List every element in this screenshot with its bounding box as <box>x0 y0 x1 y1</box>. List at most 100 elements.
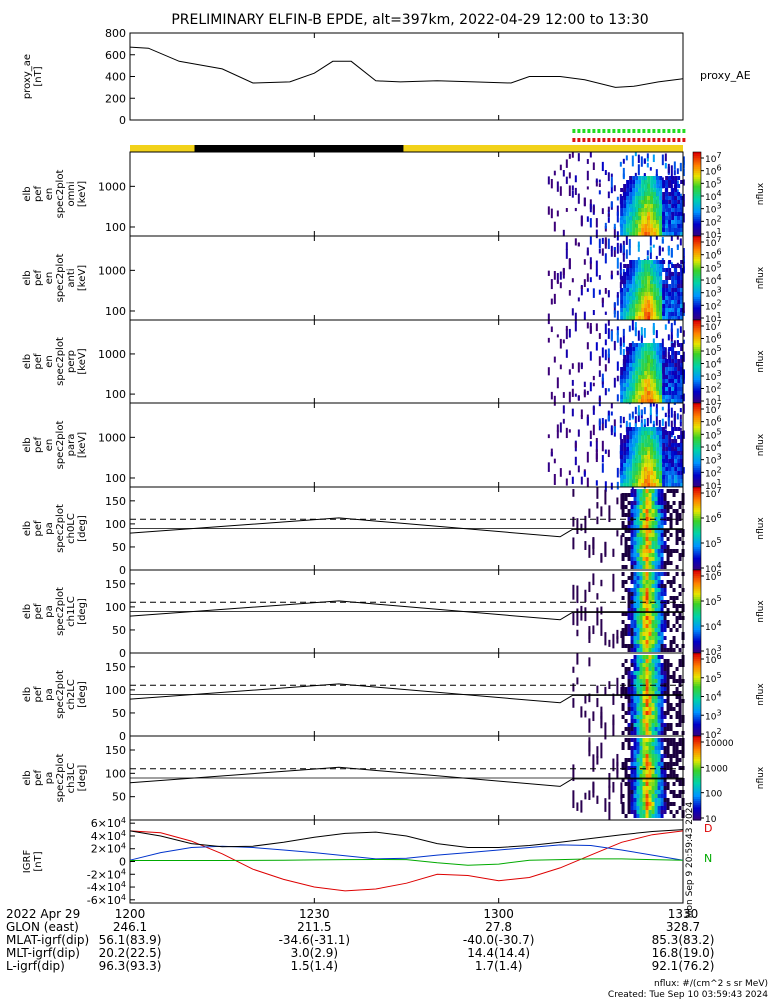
pa_ch1-cell <box>584 589 587 602</box>
spec_omni-cell <box>635 220 639 224</box>
spec_anti-cell <box>632 284 636 288</box>
colorbar-1-tick-label-6: 101 <box>705 311 722 325</box>
colorbar-1-step <box>693 290 701 294</box>
pa_ch2-cell <box>645 707 649 711</box>
pa_ch3-cell <box>633 810 637 814</box>
pa_ch2-cell <box>630 707 634 711</box>
spec_para-cell <box>635 427 639 431</box>
spec_perp-cell <box>592 375 595 381</box>
pa_ch0-cell <box>663 513 667 517</box>
spec_omni-cell <box>632 196 636 200</box>
eph-row-label-2: MLT-igrf(dip) <box>6 946 80 960</box>
pa_ch2-cell <box>666 707 670 711</box>
spec_anti-cell <box>665 312 669 316</box>
pa_ch1-cell <box>663 644 667 648</box>
spec_perp-cell <box>623 399 627 403</box>
pa_ch2-cell <box>624 695 628 699</box>
spec_anti-cell <box>644 268 648 272</box>
pa_ch0-cell <box>630 509 634 513</box>
spec_para-cell <box>665 455 669 459</box>
spec_omni-cell <box>674 208 678 212</box>
colorbar-6-tick-label-4: 102 <box>705 727 722 741</box>
pa_ch1-cell <box>624 628 628 632</box>
pa_ch1-cell <box>654 624 658 628</box>
spec_para-cell <box>665 471 669 475</box>
spec_perp-cell <box>607 320 610 326</box>
pa_ch2-cell <box>660 663 664 667</box>
pa_ch1-cell <box>636 612 640 616</box>
spec_anti-cell <box>656 308 660 312</box>
spec_anti-cell <box>667 261 670 268</box>
spec_omni-cell <box>607 172 610 182</box>
colorbar-2-step <box>693 384 701 387</box>
spec_anti-cell <box>682 261 685 273</box>
colorbar-0-step <box>693 215 701 218</box>
spec_anti-cell <box>680 296 684 300</box>
spec_perp-cell <box>632 367 636 371</box>
spec_para-cell <box>574 456 577 466</box>
pa_ch3-cell <box>654 742 658 746</box>
pa_ch1-cell <box>636 620 640 624</box>
pa_ch1-cell <box>654 588 658 592</box>
spec_omni-cell <box>622 167 625 178</box>
spec_para-cell <box>677 467 681 471</box>
spec_para-cell <box>668 479 672 483</box>
pa_ch1-cell <box>675 644 679 648</box>
spec_para-cell <box>671 479 675 483</box>
spec_perp-cell <box>682 330 685 337</box>
pa_ch1-cell <box>642 620 646 624</box>
pa_ch0-cell <box>630 541 634 545</box>
spec_anti-cell <box>659 312 663 316</box>
spec_omni-cell <box>668 192 672 196</box>
spec_anti-cell <box>604 311 607 315</box>
pa_ch2-cell <box>621 687 625 691</box>
pa_ch2-cell <box>630 731 634 735</box>
spec_omni-cell <box>623 196 627 200</box>
pa_ch0-ylabel-5: [deg] <box>77 515 88 542</box>
spec_para-cell <box>610 403 613 409</box>
pa_ch2-cell <box>657 715 661 719</box>
pa_ch1-cell <box>672 580 676 584</box>
colorbar-7-step <box>693 782 701 785</box>
spec_anti-cell <box>650 276 654 280</box>
colorbar-0-step <box>693 189 701 193</box>
spec_perp-cell <box>668 375 672 379</box>
pa_ch1-cell <box>660 608 664 612</box>
colorbar-4-step <box>693 567 701 571</box>
pa_ch0-cell <box>660 545 664 549</box>
spec_perp-cell <box>674 371 678 375</box>
spec_perp-cell <box>607 328 610 339</box>
pa_ch0-cell <box>645 501 649 505</box>
spec_anti-cell <box>670 248 673 258</box>
pa_ch2-cell <box>660 719 664 723</box>
spec_perp-cell <box>641 355 645 359</box>
spec_para-cell <box>635 483 639 487</box>
spec_para-cell <box>604 419 607 429</box>
spec_para-cell <box>629 467 633 471</box>
colorbar-3-step <box>693 413 701 417</box>
pa_ch1-cell <box>651 616 655 620</box>
spec_anti-ylabel-5: [keV] <box>77 265 88 291</box>
pa_ch0-cell <box>627 493 631 497</box>
spec_para-cell <box>623 479 627 483</box>
pa_ch2-cell <box>588 693 591 703</box>
colorbar-1-step <box>693 265 701 269</box>
pa_ch2-cell <box>639 727 643 731</box>
spec_para-cell <box>626 483 630 487</box>
spec_anti-cell <box>620 292 624 296</box>
colorbar-2-step <box>693 386 701 390</box>
colorbar-4-step <box>693 545 701 548</box>
spec_perp-cell <box>659 395 663 399</box>
pa_ch0-cell <box>645 565 649 569</box>
pa_ch2-cell <box>630 711 634 715</box>
pa_ch2-cell <box>663 675 667 679</box>
footer-created: Created: Tue Sep 10 03:59:43 2024 <box>608 990 768 1000</box>
spec_para-cell <box>565 427 568 439</box>
spec_perp-cell <box>635 395 639 399</box>
spec_perp-cell <box>632 371 636 375</box>
spec_para-ytick-label-1: 1000 <box>98 431 126 444</box>
spec_para-cell <box>623 467 627 471</box>
pa_ch0-ytick-label-2: 100 <box>105 518 126 531</box>
spec_perp-cell <box>626 395 630 399</box>
spec_perp-cell <box>656 355 660 359</box>
